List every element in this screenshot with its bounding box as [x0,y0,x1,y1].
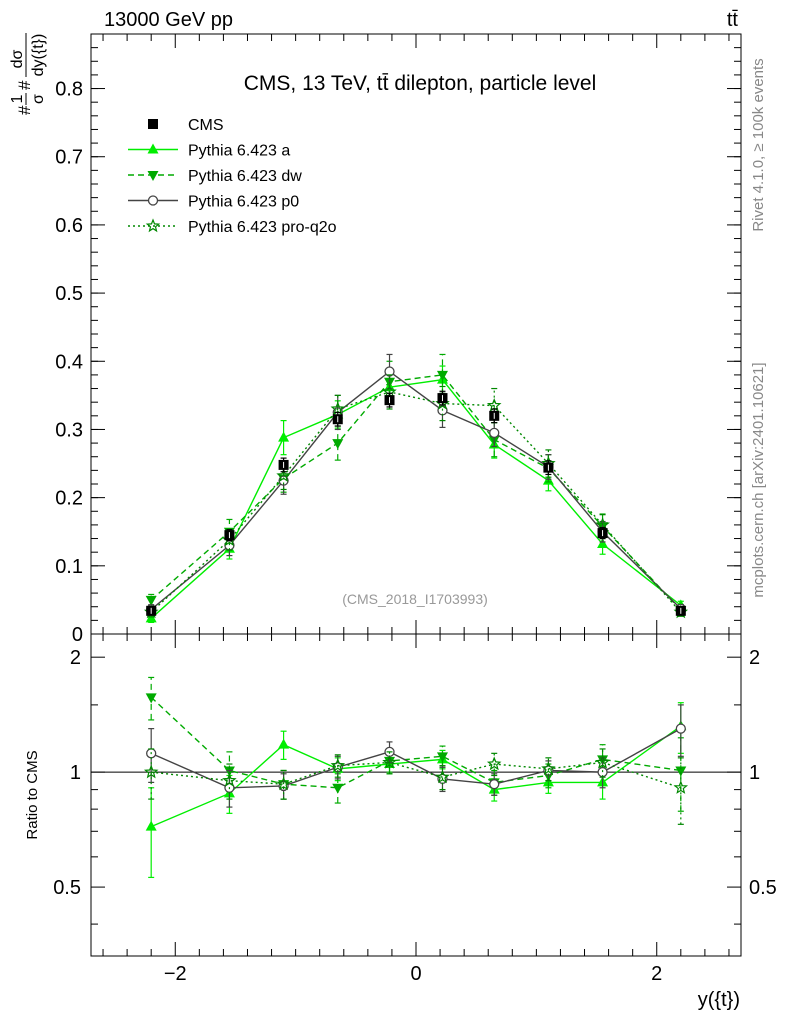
xtick-label: 2 [651,963,662,985]
ratio-point-dw [675,766,687,777]
main-ytick-label: 0.3 [55,419,83,441]
energy-label: 13000 GeV pp [104,9,233,31]
series-line-a [150,378,682,619]
ylabel-num1: 1 [9,94,26,103]
legend-item-a: Pythia 6.423 a [128,143,290,160]
ratio-point-dw [436,752,448,763]
ylabel-num2: dσ [9,49,26,68]
plot-title: CMS, 13 TeV, tt̄ dilepton, particle leve… [244,72,597,95]
ratio-series-proq2o [143,748,689,825]
series-line-dw [150,374,682,611]
main-axis-ticks: 0 0.1 0.2 0.3 0.4 0.5 0.6 0.7 0.8 [55,34,741,646]
ratio-series-layer [143,676,689,879]
series-data [146,390,686,616]
ylabel-den1: σ [30,94,47,104]
ratio-point-proq2o [143,764,159,779]
ratio-point-p0 [675,723,686,734]
ratio-point-proq2o [382,754,397,769]
legend-label-data: CMS [188,117,224,134]
legend-label-a: Pythia 6.423 a [188,143,290,160]
main-ytick-label: 0.4 [55,351,83,373]
y-axis-label-ratio: Ratio to CMS [24,750,41,839]
ylabel-prefix: # [15,105,34,115]
xtick-label: −2 [164,963,187,985]
main-ytick-label: 0.8 [55,79,83,101]
ratio-point-p0 [489,779,500,790]
ratio-point-proq2o [541,761,556,776]
legend-item-dw: Pythia 6.423 dw [128,168,302,185]
x-axis-label: y({t}) [698,989,740,1011]
legend-item-data: CMS [148,117,224,134]
point-proq2o [486,397,502,412]
ratio-ytick-label-right: 0.5 [749,877,777,899]
legend-item-proq2o: Pythia 6.423 pro-q2o [128,218,337,236]
ratio-ytick-label-right: 2 [749,647,760,669]
point-p0 [384,366,395,377]
ratio-line-a [150,725,682,828]
ratio-ytick-label: 1 [70,762,81,784]
point-p0 [489,427,500,439]
point-dw [436,370,448,381]
point-dw [145,595,157,606]
legend-marker-proq2o [145,218,161,233]
ratio-ytick-label: 2 [70,647,81,669]
legend-marker-a [147,143,159,154]
ratio-point-proq2o [330,757,346,772]
main-series-layer [143,353,689,624]
ratio-plot-frame [90,633,742,957]
analysis-label: (CMS_2018_I1703993) [342,591,488,607]
legend-label-proq2o: Pythia 6.423 pro-q2o [188,219,337,236]
ratio-line-p0 [150,728,682,789]
main-ytick-label: 0 [72,624,83,646]
legend-marker-p0 [147,195,159,206]
series-line-p0 [150,370,682,610]
point-proq2o [330,401,346,416]
ratio-axis-ticks: −2 0 2 0.5 0.5 1 1 2 2 [53,634,777,985]
ratio-point-proq2o [486,756,502,771]
series-line-proq2o [150,391,682,613]
main-ytick-label: 0.1 [55,556,83,578]
ratio-point-a [145,820,157,831]
ratio-point-proq2o [595,754,610,769]
ratio-point-dw [332,783,344,794]
legend-item-p0: Pythia 6.423 p0 [128,194,299,211]
mcplots-label: mcplots.cern.ch [arXiv:2401.10621] [750,362,767,597]
series-p0 [146,353,686,615]
ratio-point-dw [145,693,157,704]
legend-label-p0: Pythia 6.423 p0 [188,194,299,211]
ratio-point-proq2o [673,780,689,794]
legend-marker-data [148,119,158,129]
ratio-line-proq2o [151,761,682,789]
main-ytick-label: 0.2 [55,488,83,510]
legend-label-dw: Pythia 6.423 dw [188,168,302,185]
ratio-point-proq2o [276,776,291,791]
xtick-label: 0 [410,963,421,985]
legend: CMS Pythia 6.423 a Pythia 6.423 dw Pythia 6… [128,117,337,236]
main-ytick-label: 0.5 [55,283,83,305]
ratio-ytick-label-right: 1 [749,762,760,784]
series-dw [145,353,687,617]
ratio-ytick-label: 0.5 [53,877,81,899]
ylabel-sym: # [15,80,34,90]
point-dw [332,439,344,450]
series-a [145,365,687,624]
ratio-point-proq2o [222,772,237,787]
ratio-point-proq2o [435,769,450,784]
point-proq2o [276,468,291,483]
legend-marker-dw [147,171,159,181]
rivet-label: Rivet 4.1.0, ≥ 100k events [750,58,767,231]
point-a [278,431,290,442]
main-ytick-label: 0.6 [55,215,83,237]
ratio-line-dw [150,696,681,789]
ratio-point-a [278,738,290,749]
point-a [597,538,609,548]
process-label: tt̄ [727,9,739,31]
y-axis-label-main: # 1 σ # dσ dy({t}) [9,33,47,115]
ylabel-den2: dy({t}) [30,34,47,77]
series-proq2o [143,374,689,619]
main-ytick-label: 0.7 [55,147,83,169]
